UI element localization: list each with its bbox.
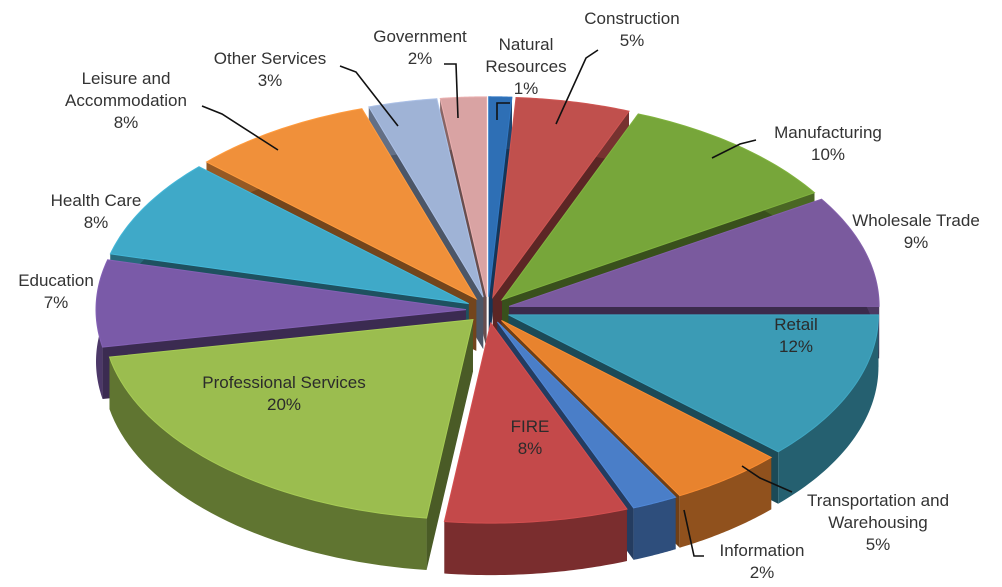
slice-label: Other Services 3% <box>214 49 326 90</box>
leader-line <box>555 49 599 125</box>
slice-label: Manufacturing 10% <box>774 123 882 164</box>
leader-line <box>201 105 279 151</box>
slice-label: Information 2% <box>719 541 804 582</box>
slice-label: Retail 12% <box>774 315 817 356</box>
leader-lines <box>201 49 793 557</box>
slice-label: Construction 5% <box>584 9 679 50</box>
leader-line <box>339 65 399 127</box>
leader-line <box>711 139 757 159</box>
slice-label: Leisure and Accommodation 8% <box>65 69 187 132</box>
pie-slices <box>95 96 880 576</box>
slice-label: FIRE 8% <box>511 417 550 458</box>
slice-label: Government 2% <box>373 27 467 68</box>
slice-label: Professional Services 20% <box>202 373 365 414</box>
pie-slice-professional-services <box>108 319 474 571</box>
leader-line <box>683 509 704 557</box>
slice-label: Natural Resources 1% <box>485 35 566 98</box>
leader-line <box>496 102 510 120</box>
slice-labels: Construction 5% Natural Resources 1% Governme… <box>18 9 980 582</box>
slice-label: Health Care 8% <box>51 191 142 232</box>
slice-label: Education 7% <box>18 271 94 312</box>
slice-label: Wholesale Trade 9% <box>852 211 980 252</box>
leader-line <box>741 465 793 493</box>
pie-slice-fire <box>443 321 628 576</box>
leader-line <box>444 63 459 119</box>
slice-label: Transportation and Warehousing 5% <box>807 491 949 554</box>
